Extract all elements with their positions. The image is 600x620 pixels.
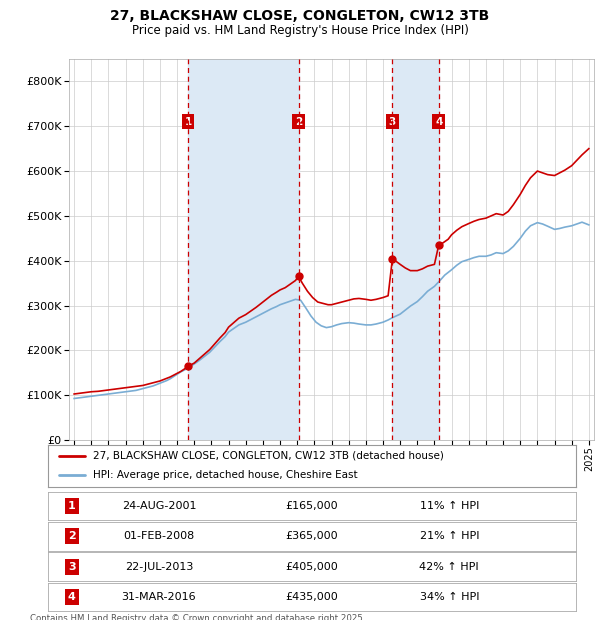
Text: 3: 3 [68, 562, 76, 572]
Text: £365,000: £365,000 [286, 531, 338, 541]
Text: 2: 2 [68, 531, 76, 541]
Text: 01-FEB-2008: 01-FEB-2008 [123, 531, 194, 541]
Bar [188, 59, 299, 440]
Text: £405,000: £405,000 [286, 562, 338, 572]
Text: 21% ↑ HPI: 21% ↑ HPI [419, 531, 479, 541]
Text: 31-MAR-2016: 31-MAR-2016 [122, 592, 196, 602]
Text: 4: 4 [435, 117, 442, 126]
Text: 22-JUL-2013: 22-JUL-2013 [125, 562, 193, 572]
Text: Contains HM Land Registry data © Crown copyright and database right 2025.
This d: Contains HM Land Registry data © Crown c… [30, 614, 365, 620]
Text: Price paid vs. HM Land Registry's House Price Index (HPI): Price paid vs. HM Land Registry's House … [131, 24, 469, 37]
Text: 4: 4 [68, 592, 76, 602]
Text: 27, BLACKSHAW CLOSE, CONGLETON, CW12 3TB: 27, BLACKSHAW CLOSE, CONGLETON, CW12 3TB [110, 9, 490, 24]
Text: 1: 1 [185, 117, 192, 126]
Text: 42% ↑ HPI: 42% ↑ HPI [419, 562, 479, 572]
Text: 11% ↑ HPI: 11% ↑ HPI [419, 501, 479, 511]
Text: 34% ↑ HPI: 34% ↑ HPI [419, 592, 479, 602]
Bar [392, 59, 439, 440]
Text: 2: 2 [295, 117, 302, 126]
Text: 24-AUG-2001: 24-AUG-2001 [122, 501, 196, 511]
Text: £165,000: £165,000 [286, 501, 338, 511]
Text: 1: 1 [68, 501, 76, 511]
Text: 27, BLACKSHAW CLOSE, CONGLETON, CW12 3TB (detached house): 27, BLACKSHAW CLOSE, CONGLETON, CW12 3TB… [93, 451, 444, 461]
Text: 3: 3 [389, 117, 396, 126]
Text: £435,000: £435,000 [286, 592, 338, 602]
Text: HPI: Average price, detached house, Cheshire East: HPI: Average price, detached house, Ches… [93, 471, 358, 480]
